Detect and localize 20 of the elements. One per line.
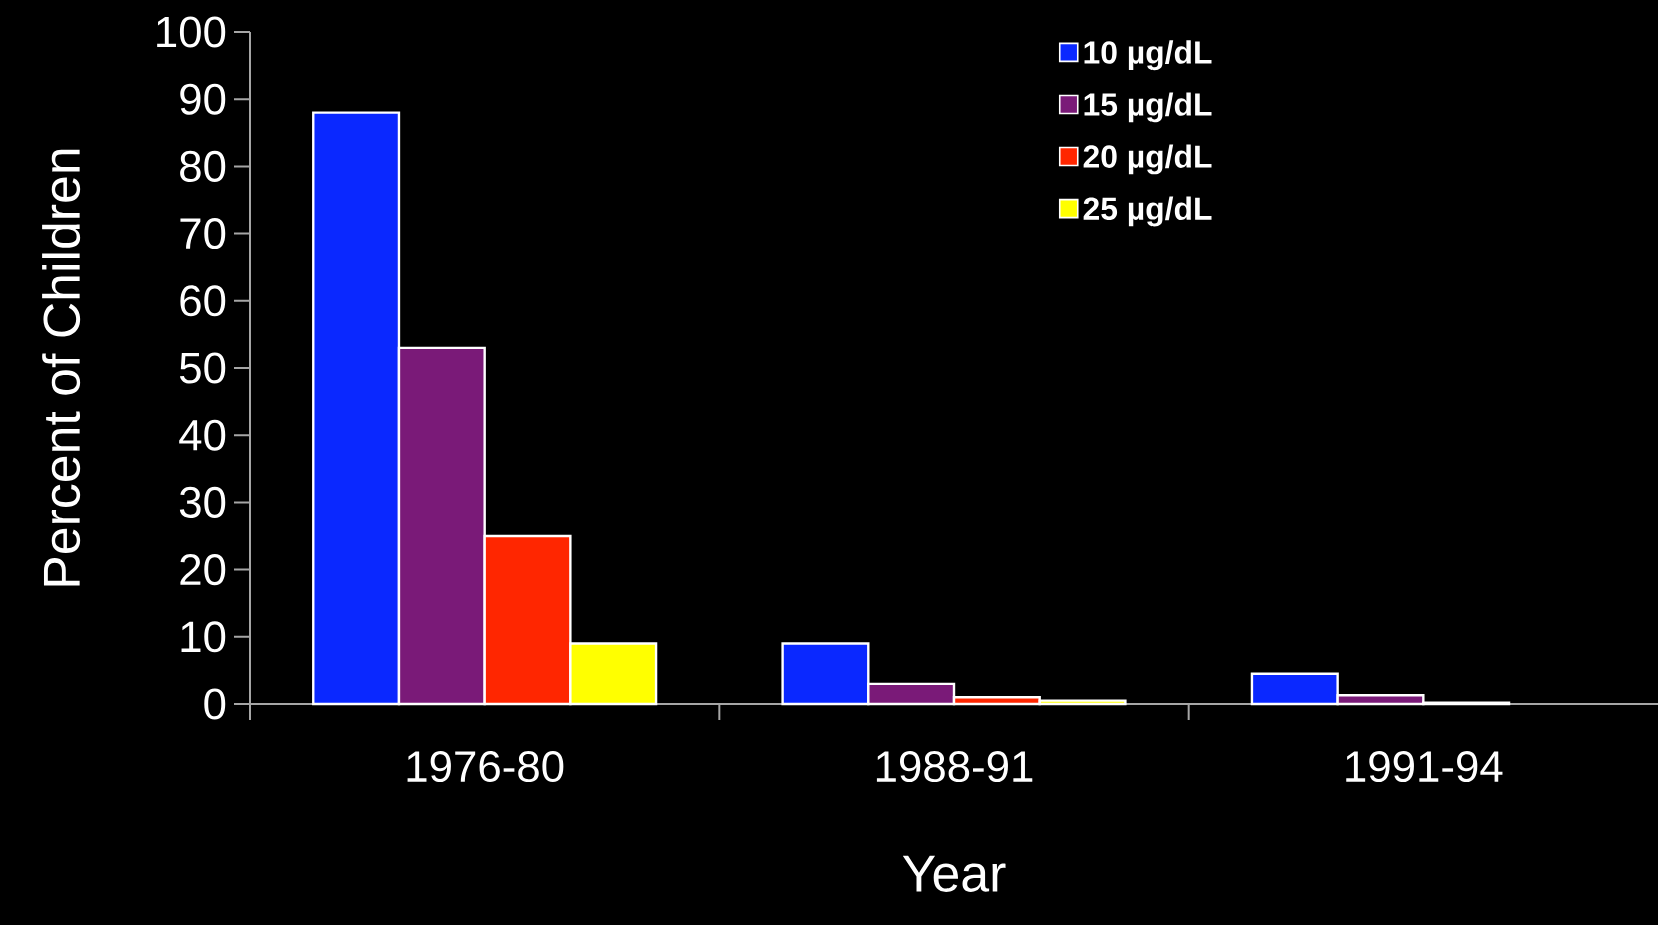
x-axis-title: Year [902, 855, 1006, 892]
y-tick-label: 30 [179, 486, 226, 518]
x-tick-label: 1988-91 [876, 751, 1033, 783]
x-tick-label: 1991-94 [1346, 751, 1503, 783]
legend-label: 20 µg/dL [1083, 144, 1212, 175]
legend-label: 25 µg/dL [1083, 196, 1212, 227]
y-tick-label: 100 [157, 16, 226, 48]
legend-label: 15 µg/dL [1084, 92, 1212, 123]
y-tick-label: 0 [204, 688, 226, 720]
y-tick-label: 20 [180, 554, 226, 586]
y-tick-label: 40 [179, 419, 226, 451]
legend-label: 10 µg/dL [1084, 40, 1212, 71]
y-tick-label: 50 [179, 352, 226, 384]
y-axis-title: Percent of Children [42, 149, 81, 586]
y-tick-label: 80 [180, 150, 226, 182]
y-tick-label: 10 [181, 621, 226, 653]
y-tick-label: 70 [180, 218, 226, 250]
y-tick-label: 90 [180, 83, 226, 115]
y-tick-label: 60 [180, 285, 226, 317]
x-tick-label: 1976-80 [407, 751, 564, 783]
